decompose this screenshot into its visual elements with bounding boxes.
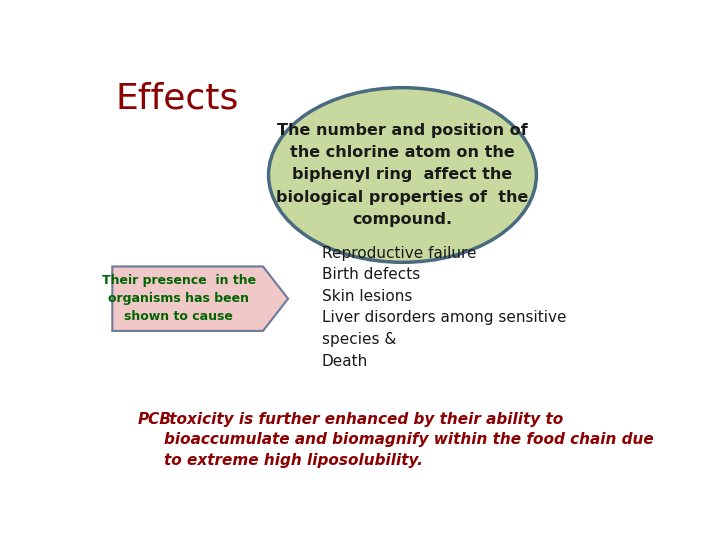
Text: Their presence  in the
organisms has been
shown to cause: Their presence in the organisms has been… [102, 274, 256, 323]
Text: Effects: Effects [115, 82, 238, 116]
Polygon shape [112, 266, 288, 331]
Text: The number and position of
the chlorine atom on the
biphenyl ring  affect the
bi: The number and position of the chlorine … [276, 123, 528, 227]
Text: Reproductive failure
Birth defects
Skin lesions
Liver disorders among sensitive
: Reproductive failure Birth defects Skin … [322, 246, 566, 369]
Ellipse shape [269, 87, 536, 262]
Text: PCB: PCB [138, 412, 171, 427]
Text: toxicity is further enhanced by their ability to
bioaccumulate and biomagnify wi: toxicity is further enhanced by their ab… [164, 412, 654, 468]
